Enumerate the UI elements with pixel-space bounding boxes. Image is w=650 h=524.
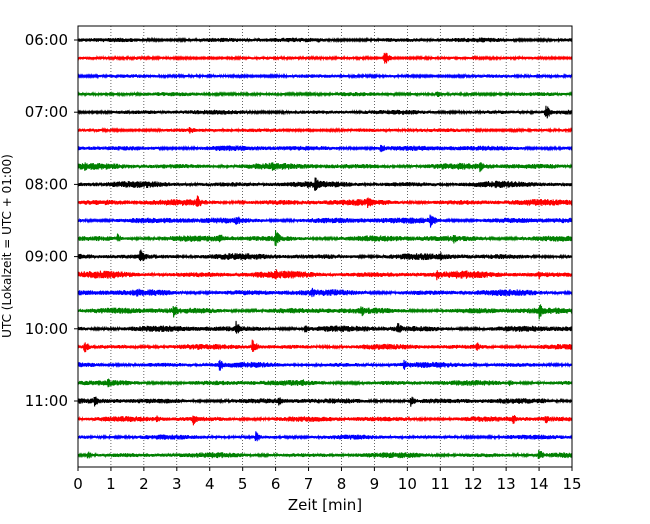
x-tick-label: 8 (337, 475, 347, 493)
trace-line (77, 52, 573, 64)
y-tick-label: 11:00 (25, 392, 68, 410)
x-tick-label: 15 (562, 475, 581, 493)
trace-line (77, 339, 573, 353)
plot-frame (77, 25, 573, 468)
x-tick-label: 5 (238, 475, 248, 493)
trace-line (77, 230, 573, 247)
x-tick-label: 12 (464, 475, 483, 493)
trace-line (77, 269, 573, 281)
y-axis: 06:00 07:00 08:00 09:00 10:00 11:00 (25, 31, 78, 410)
trace-line (77, 90, 573, 98)
trace-line (77, 359, 573, 371)
y-tick-label: 08:00 (25, 175, 68, 193)
trace-line (77, 177, 573, 191)
x-tick-label: 6 (271, 475, 281, 493)
x-axis-label: Zeit [min] (288, 496, 362, 514)
trace-line (77, 249, 573, 262)
trace-line (77, 287, 573, 298)
trace-line (77, 378, 573, 388)
trace-line (77, 144, 573, 153)
trace-line (77, 396, 573, 407)
trace-line (77, 431, 573, 442)
y-tick-label: 07:00 (25, 103, 68, 121)
trace-line (77, 105, 573, 119)
x-tick-label: 11 (431, 475, 450, 493)
x-tick-label: 3 (172, 475, 182, 493)
x-tick-label: 2 (139, 475, 149, 493)
trace-line (77, 320, 573, 334)
x-tick-label: 13 (497, 475, 516, 493)
y-tick-label: 06:00 (25, 31, 68, 49)
trace-line (77, 304, 573, 320)
trace-line (77, 36, 573, 44)
trace-line (77, 72, 573, 80)
x-tick-label: 9 (370, 475, 380, 493)
x-tick-label: 0 (73, 475, 83, 493)
x-tick-label: 10 (398, 475, 417, 493)
x-tick-label: 14 (530, 475, 549, 493)
y-tick-label: 09:00 (25, 248, 68, 266)
trace-line (77, 195, 573, 208)
trace-line (77, 214, 573, 228)
trace-line (77, 162, 573, 173)
y-tick-label: 10:00 (25, 320, 68, 338)
trace-line (77, 126, 573, 134)
trace-layer (77, 36, 573, 459)
x-tick-label: 7 (304, 475, 314, 493)
trace-line (77, 415, 573, 426)
x-tick-label: 4 (205, 475, 215, 493)
y-axis-label: UTC (Lokalzeit = UTC + 01:00) (0, 154, 14, 338)
x-tick-label: 1 (106, 475, 116, 493)
x-axis: 0 1 2 3 4 5 6 7 8 9 10 11 12 13 14 15 (73, 467, 582, 493)
trace-line (77, 449, 573, 459)
